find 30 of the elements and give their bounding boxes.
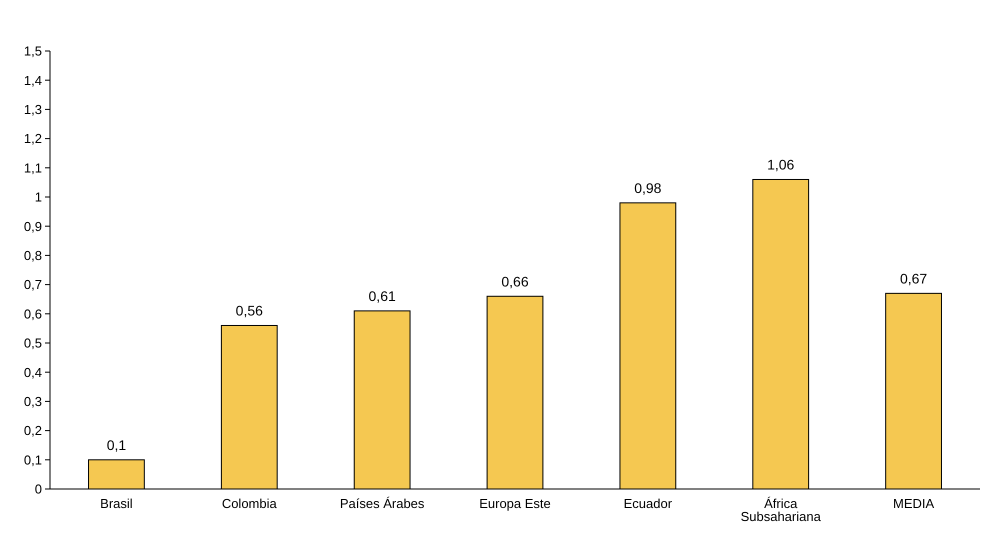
x-tick-label: Europa Este xyxy=(479,496,551,511)
y-tick-label: 0,5 xyxy=(24,336,42,351)
y-tick-label: 0,3 xyxy=(24,394,42,409)
x-tick-label: Brasil xyxy=(100,496,133,511)
y-tick-label: 1,4 xyxy=(24,72,42,88)
x-tick-label: MEDIA xyxy=(892,496,934,511)
y-tick-label: 0,7 xyxy=(24,277,42,292)
x-tick-label: Ecuador xyxy=(624,496,673,511)
y-tick-label: 0,1 xyxy=(24,452,42,468)
y-tick-label: 0,4 xyxy=(24,364,42,380)
x-tick-label: Países Árabes xyxy=(340,496,425,511)
x-tick-label: África Subsahariana xyxy=(740,496,822,524)
data-label: 0,56 xyxy=(236,302,264,318)
y-tick-label: 0,8 xyxy=(24,248,42,263)
data-label: 0,61 xyxy=(368,288,396,304)
y-tick-label: 1,2 xyxy=(24,131,42,146)
data-label: 0,67 xyxy=(900,270,928,286)
y-tick-label: 1,5 xyxy=(24,44,42,59)
y-tick-label: 0,6 xyxy=(24,306,42,322)
y-tick-label: 0 xyxy=(34,482,42,497)
y-tick-label: 1 xyxy=(34,190,42,205)
y-tick-label: 1,1 xyxy=(24,160,42,176)
data-label: 0,66 xyxy=(501,273,529,290)
y-tick-label: 0,9 xyxy=(24,218,42,234)
x-tick-label: Colombia xyxy=(222,496,278,511)
data-label: 1,06 xyxy=(767,156,795,172)
data-label: 0,98 xyxy=(634,180,662,196)
data-label: 0,1 xyxy=(106,436,126,453)
y-tick-label: 0,2 xyxy=(24,423,42,438)
y-tick-label: 1,3 xyxy=(24,102,42,117)
